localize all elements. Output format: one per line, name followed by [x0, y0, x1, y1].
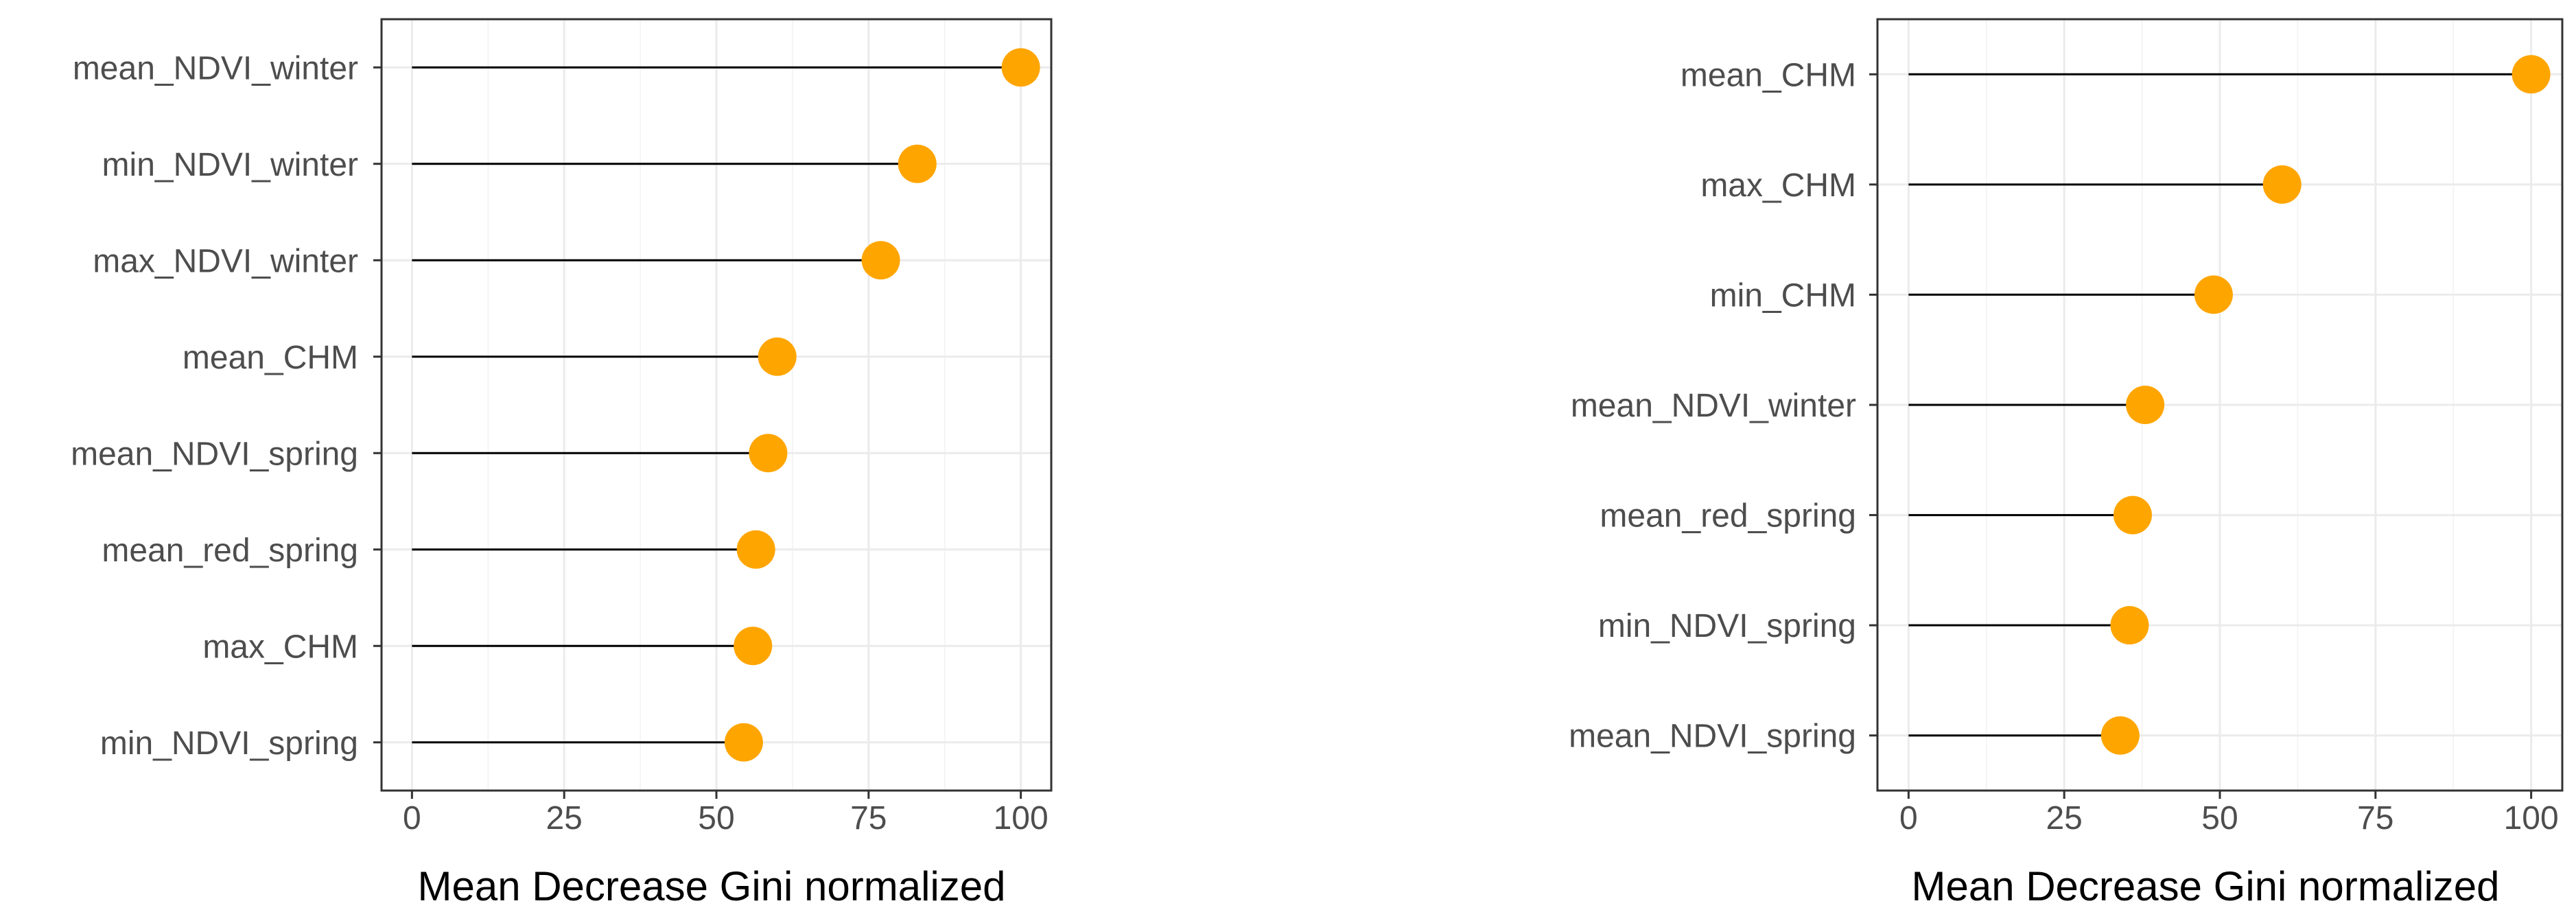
- lollipop-point: [898, 144, 937, 183]
- lollipop-point: [2110, 606, 2149, 645]
- x-tick-label: 100: [2504, 800, 2559, 837]
- x-tick-label: 25: [546, 800, 582, 837]
- plot-layer: mean_CHM max_CHM min_CHM mean_NDVI_winterme…: [1569, 18, 2564, 837]
- lollipop-point: [758, 337, 797, 376]
- y-tick-label: mean_red_spring: [102, 533, 358, 569]
- y-tick-label: mean_red_spring: [1600, 498, 1856, 535]
- lollipop-point: [2262, 165, 2302, 204]
- y-tick-label: mean_CHM: [183, 340, 358, 376]
- x-tick-label: 0: [403, 800, 421, 837]
- y-tick-label: min_NDVI_winter: [102, 147, 358, 183]
- lollipop-point: [2100, 716, 2140, 755]
- lollipop-point: [724, 723, 763, 762]
- x-tick-label: 50: [698, 800, 734, 837]
- x-tick-label: 75: [850, 800, 887, 837]
- y-tick-label: mean_NDVI_winter: [73, 50, 358, 86]
- x-axis-title: Mean Decrease Gini normalized: [417, 863, 1005, 909]
- y-tick-label: mean_NDVI_winter: [1571, 388, 1856, 424]
- x-axis-title: Mean Decrease Gini normalized: [1911, 863, 2499, 909]
- lollipop-point: [861, 241, 900, 280]
- y-tick-label: mean_CHM: [1681, 57, 1856, 93]
- x-tick-label: 25: [2046, 800, 2082, 837]
- x-tick-label: 0: [1899, 800, 1918, 837]
- right-chart: mean_CHM max_CHM min_CHM mean_NDVI_winterme…: [1569, 18, 2564, 909]
- lollipop-point: [2113, 495, 2152, 535]
- y-tick-label: max_NDVI_winter: [93, 243, 358, 279]
- x-tick-label: 50: [2201, 800, 2238, 837]
- x-tick-label: 100: [994, 800, 1049, 837]
- y-tick-label: max_CHM: [202, 629, 358, 665]
- lollipop-point: [2511, 55, 2551, 94]
- x-tick-label: 75: [2357, 800, 2393, 837]
- y-tick-label: mean_NDVI_spring: [1569, 718, 1856, 755]
- lollipop-point: [1001, 48, 1040, 87]
- lollipop-point: [2126, 386, 2165, 424]
- plot-layer: mean_NDVI_winter min_NDVI_winter max_NDVI_…: [71, 18, 1053, 837]
- lollipop-point: [734, 627, 773, 666]
- lollipop-point: [749, 434, 788, 473]
- y-tick-label: min_NDVI_spring: [100, 725, 358, 762]
- y-tick-label: mean_NDVI_spring: [71, 436, 358, 472]
- y-tick-label: min_NDVI_spring: [1598, 608, 1856, 644]
- lollipop-point: [2194, 275, 2233, 314]
- y-tick-label: max_CHM: [1700, 167, 1856, 204]
- lollipop-point: [736, 530, 775, 569]
- left-chart: mean_NDVI_winter min_NDVI_winter max_NDVI_…: [71, 18, 1053, 909]
- y-tick-label: min_CHM: [1710, 277, 1856, 314]
